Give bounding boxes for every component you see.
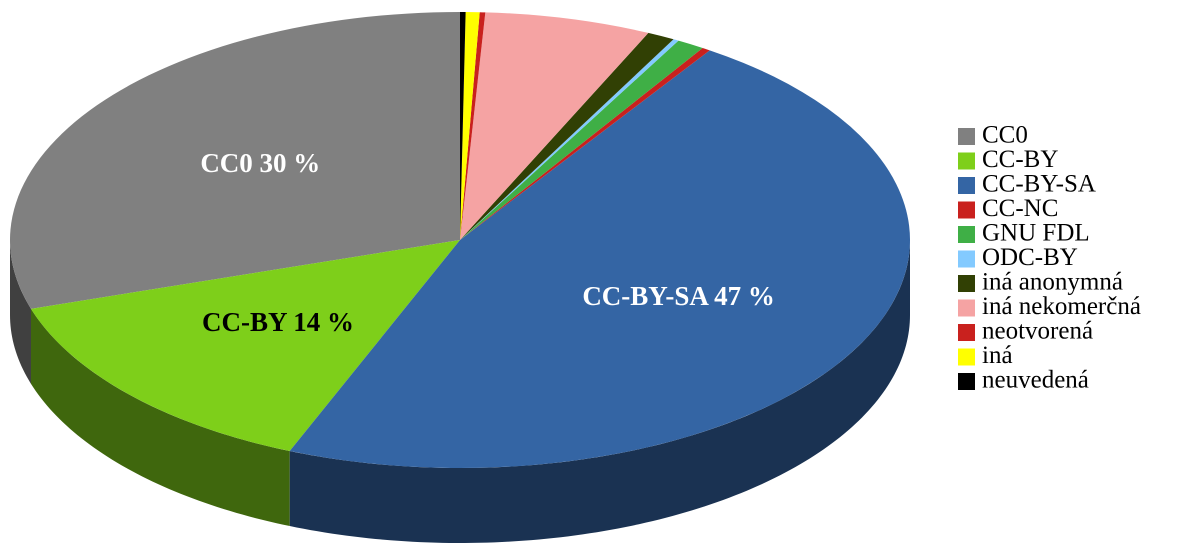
legend-label: CC-BY-SA	[982, 171, 1096, 198]
legend-swatch	[958, 152, 975, 170]
legend-label: CC-BY	[982, 146, 1058, 173]
legend-label: neotvorená	[982, 318, 1093, 345]
legend-swatch	[958, 177, 975, 194]
legend-label: GNU FDL	[982, 220, 1090, 247]
legend-swatch	[958, 299, 975, 317]
pie-slice	[460, 40, 703, 241]
legend-label: iná anonymná	[982, 269, 1123, 296]
data-label: CC-BY-SA 47 %	[582, 281, 775, 311]
legend-swatch	[958, 324, 975, 341]
legend-label: iná nekomerčná	[982, 293, 1141, 320]
pie-slice	[460, 39, 679, 240]
legend-label: CC0	[982, 122, 1028, 149]
pie-sides	[10, 240, 910, 543]
legend-label: CC-NC	[982, 195, 1058, 222]
pie-slice	[10, 12, 460, 309]
legend-swatch	[958, 373, 975, 390]
legend-label: neuvedená	[982, 367, 1089, 394]
legend-swatch	[958, 226, 975, 243]
pie-slice	[460, 12, 480, 241]
legend-swatch	[958, 348, 975, 366]
pie-slice	[460, 12, 466, 240]
pie-side	[10, 240, 31, 384]
data-label: CC-BY 14 %	[202, 307, 354, 337]
pie-slice	[460, 47, 710, 241]
legend-swatch	[958, 128, 975, 145]
pie-side	[30, 308, 290, 527]
pie-slice	[289, 50, 911, 469]
pie-slice	[460, 12, 486, 241]
legend-swatch	[958, 275, 975, 292]
data-label: CC0 30 %	[200, 148, 320, 178]
pie-slice	[30, 240, 461, 452]
legend-label: iná	[982, 342, 1013, 369]
legend-label: ODC-BY	[982, 244, 1078, 271]
pie-side	[289, 240, 910, 543]
pie-slice	[460, 12, 649, 241]
legend-swatch	[958, 250, 975, 268]
pie-slice	[460, 32, 674, 241]
legend-swatch	[958, 201, 975, 219]
